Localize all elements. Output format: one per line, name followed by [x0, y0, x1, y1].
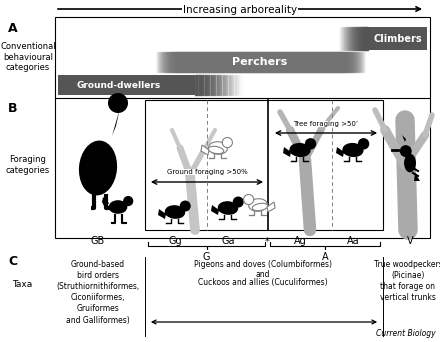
Polygon shape: [211, 205, 219, 215]
Polygon shape: [102, 197, 109, 208]
Polygon shape: [283, 147, 291, 157]
Circle shape: [244, 195, 254, 205]
Ellipse shape: [79, 141, 117, 195]
Polygon shape: [158, 209, 166, 219]
Text: Current Biology: Current Biology: [376, 329, 436, 338]
Ellipse shape: [249, 199, 268, 211]
Text: Ground-dwellers: Ground-dwellers: [77, 80, 161, 90]
Ellipse shape: [290, 143, 311, 157]
Text: Increasing arboreality: Increasing arboreality: [183, 5, 297, 15]
Circle shape: [305, 138, 316, 149]
Text: *: *: [264, 237, 269, 247]
Polygon shape: [201, 145, 209, 155]
Ellipse shape: [342, 143, 363, 157]
Text: Foraging
categories: Foraging categories: [6, 155, 50, 175]
Text: Ag: Ag: [293, 236, 306, 246]
Circle shape: [123, 196, 133, 206]
Bar: [145, 100, 383, 230]
Polygon shape: [267, 202, 275, 212]
Polygon shape: [402, 135, 406, 142]
Circle shape: [108, 93, 128, 113]
Ellipse shape: [209, 142, 227, 154]
Text: G: G: [203, 252, 210, 262]
Ellipse shape: [109, 200, 127, 214]
Ellipse shape: [165, 205, 185, 219]
Ellipse shape: [342, 148, 359, 156]
Text: B: B: [8, 102, 18, 115]
Text: Cuckoos and allies (Cuculiformes): Cuckoos and allies (Cuculiformes): [198, 278, 328, 287]
Polygon shape: [108, 108, 120, 146]
Circle shape: [358, 138, 369, 149]
Text: Ground-based
bird orders
(Struthiornithiformes,
Ciconiiformes,
Gruiformes
and Ga: Ground-based bird orders (Struthiornithi…: [56, 260, 139, 325]
Ellipse shape: [218, 201, 238, 215]
Text: GB: GB: [91, 236, 105, 246]
Circle shape: [233, 197, 244, 208]
Text: C: C: [8, 255, 17, 268]
Text: Tree foraging >50’: Tree foraging >50’: [293, 121, 359, 127]
Bar: [368, 27, 427, 50]
Circle shape: [222, 137, 232, 148]
Bar: [58, 75, 195, 95]
Polygon shape: [336, 147, 344, 157]
Text: Taxa: Taxa: [12, 280, 32, 289]
Ellipse shape: [252, 203, 268, 211]
Text: Perchers: Perchers: [232, 57, 288, 67]
Bar: [55, 17, 430, 238]
Text: Climbers: Climbers: [373, 34, 422, 43]
Text: Gg: Gg: [168, 236, 182, 246]
Text: Conventional
behavioural
categories: Conventional behavioural categories: [0, 42, 56, 72]
Ellipse shape: [290, 148, 307, 156]
Text: V: V: [407, 236, 413, 246]
Text: Ground foraging >50%: Ground foraging >50%: [167, 169, 247, 175]
Polygon shape: [414, 173, 420, 181]
Text: Aa: Aa: [347, 236, 359, 246]
Ellipse shape: [208, 146, 224, 154]
Circle shape: [180, 200, 191, 212]
Ellipse shape: [404, 154, 416, 172]
Text: Ga: Ga: [221, 236, 235, 246]
Text: and: and: [256, 270, 270, 279]
Text: True woodpeckers
(Picinae)
that forage on
vertical trunks: True woodpeckers (Picinae) that forage o…: [374, 260, 440, 302]
Ellipse shape: [218, 206, 235, 214]
Ellipse shape: [165, 210, 181, 218]
Text: A: A: [8, 22, 18, 35]
Text: A: A: [322, 252, 328, 262]
Circle shape: [400, 145, 412, 157]
Text: Pigeons and doves (Columbiformes): Pigeons and doves (Columbiformes): [194, 260, 332, 269]
